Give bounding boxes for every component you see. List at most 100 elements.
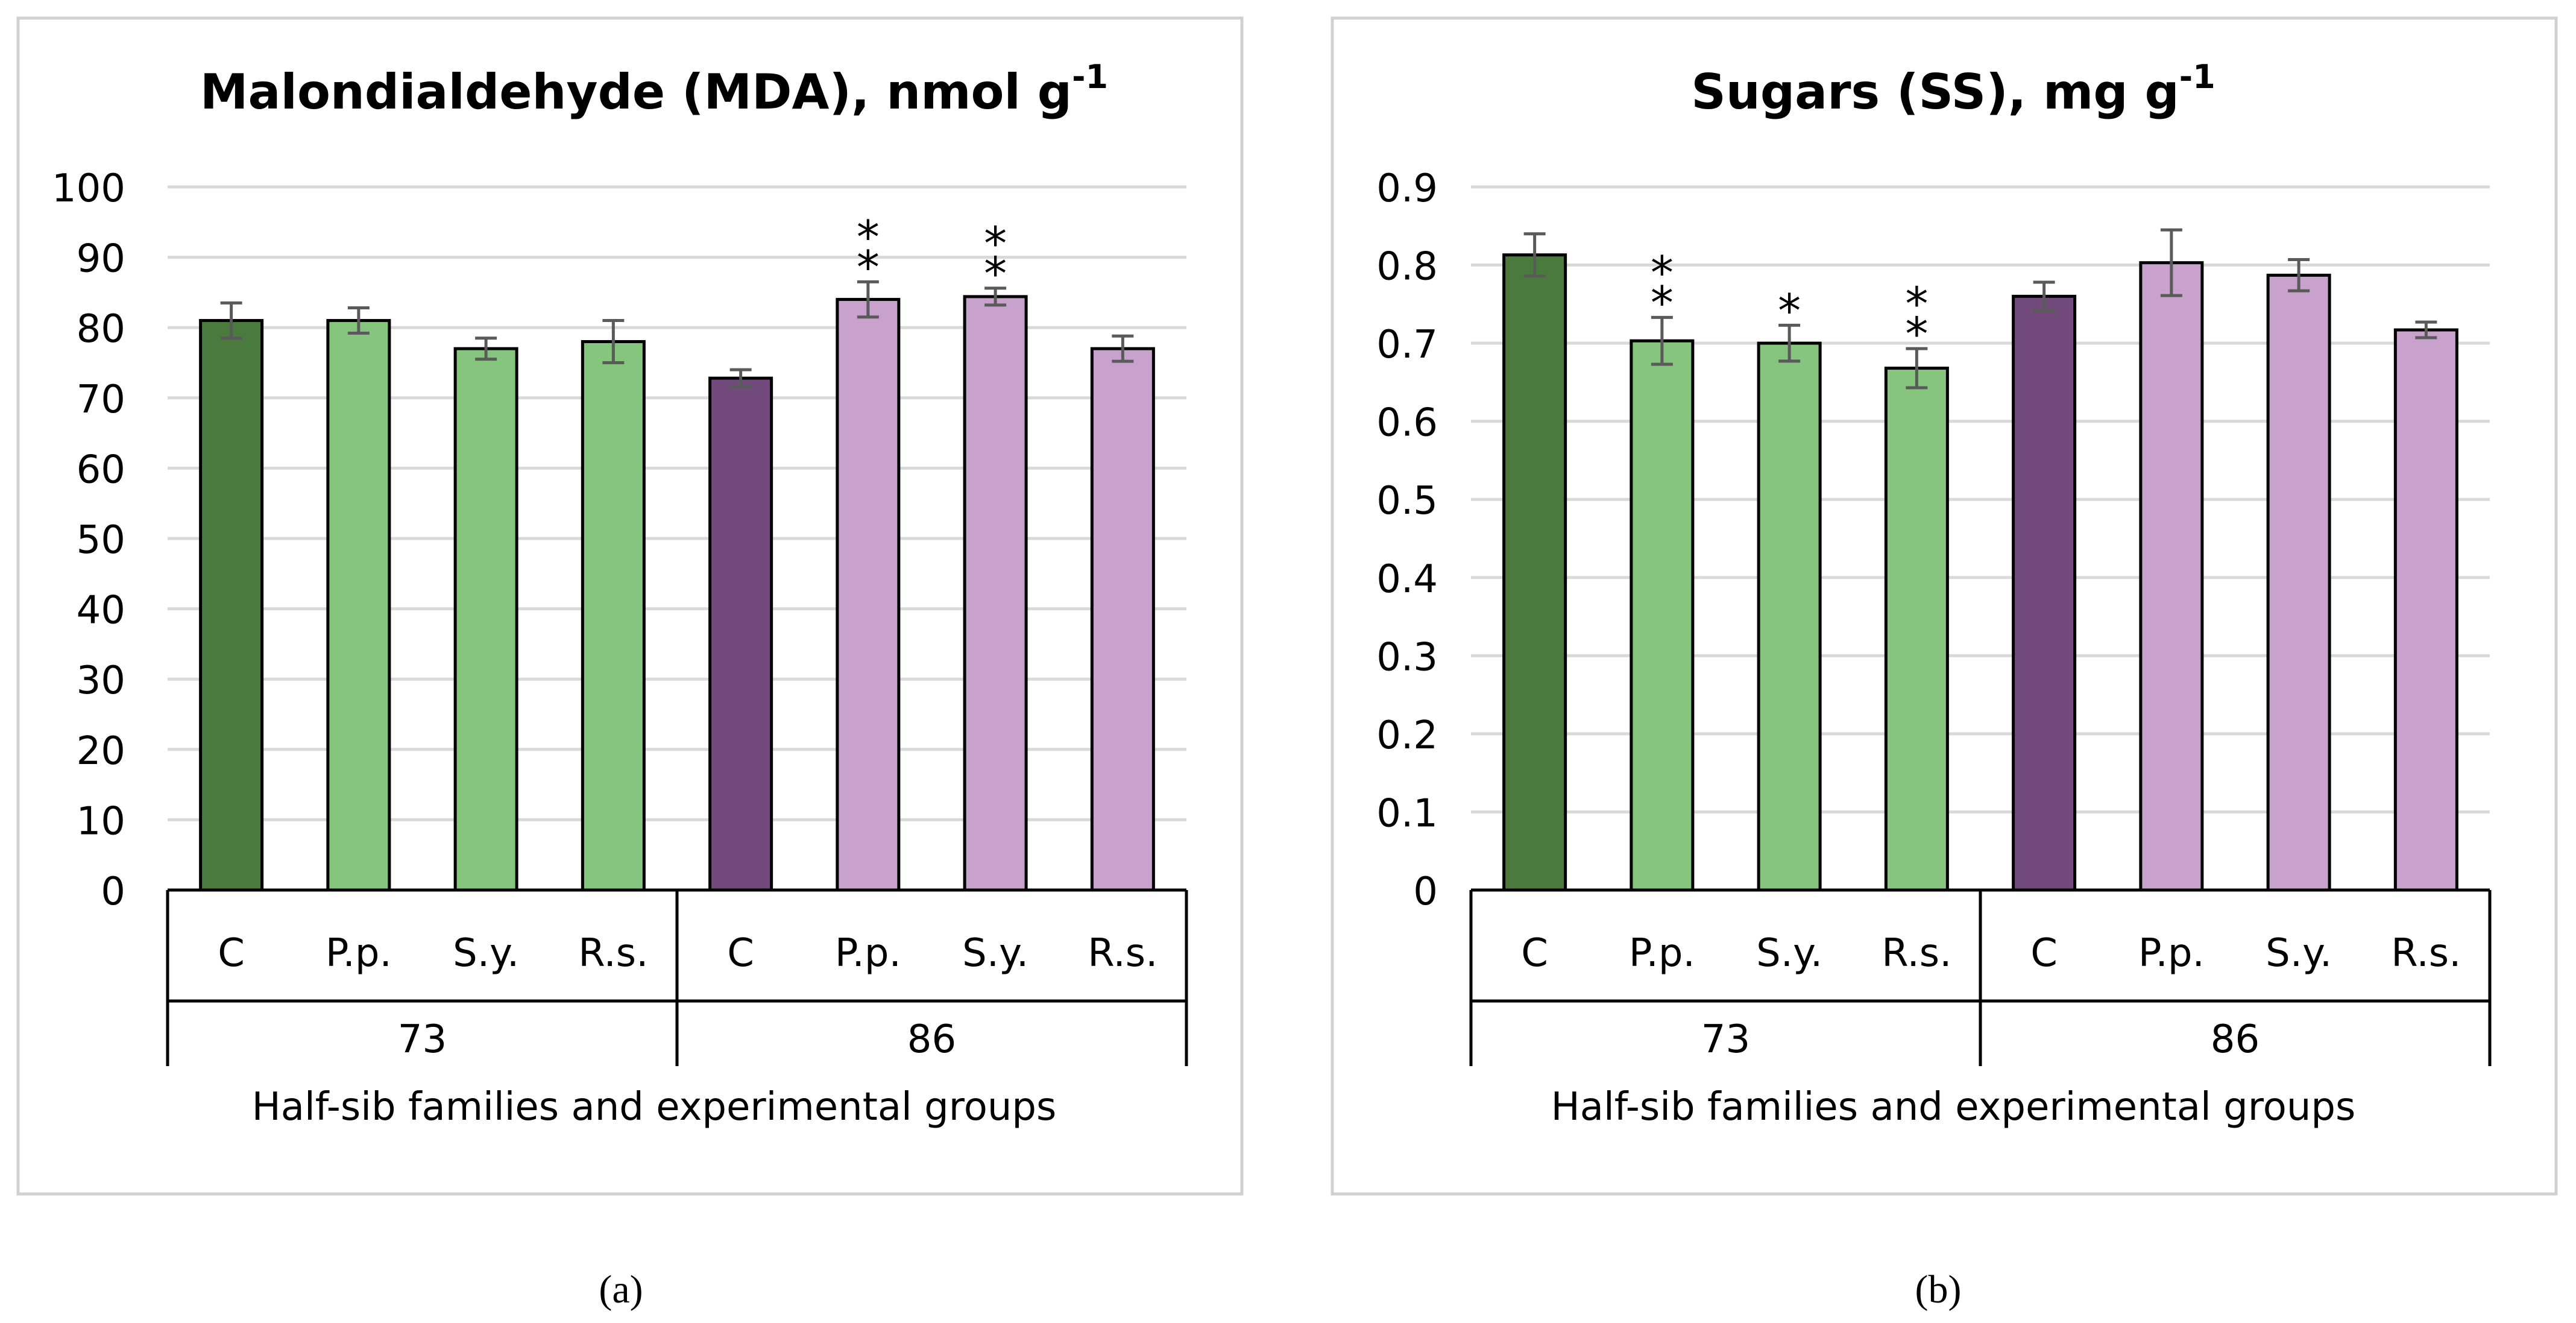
- significance-star: *: [984, 247, 1007, 300]
- bar: [453, 347, 518, 892]
- y-tick-label: 30: [77, 658, 125, 703]
- x-category-label: R.s.: [2391, 931, 2461, 976]
- bar: [708, 376, 773, 892]
- x-category-label: R.s.: [578, 931, 648, 976]
- bar: [581, 340, 646, 892]
- x-axis-title: Half-sib families and experimental group…: [1551, 1085, 2356, 1129]
- error-bar: [1523, 232, 1546, 278]
- x-category-label: P.p.: [1629, 931, 1695, 976]
- x-category-label: S.y.: [962, 931, 1028, 976]
- significance-star: *: [1905, 277, 1928, 330]
- y-tick-label: 90: [77, 237, 125, 282]
- panel-label: (a): [599, 1268, 643, 1312]
- error-bar: [984, 286, 1007, 307]
- error-bar: [1906, 347, 1928, 390]
- error-bar: [2415, 320, 2437, 339]
- bar: [1757, 341, 1822, 892]
- x-category-label: C: [1521, 931, 1548, 976]
- y-tick-label: 70: [77, 377, 125, 422]
- significance-star: *: [984, 216, 1007, 270]
- bar: [1884, 367, 1949, 892]
- bar: [1090, 347, 1155, 892]
- chart-title-superscript: -1: [1072, 58, 1108, 96]
- y-tick-label: 0.4: [1376, 557, 1438, 602]
- chart-title-superscript: -1: [2179, 58, 2215, 96]
- significance-marker: *: [1778, 283, 1801, 337]
- y-tick-label: 0.1: [1376, 791, 1438, 836]
- bar: [2266, 273, 2331, 892]
- significance-marker: * *: [1905, 277, 1928, 361]
- significance-star: *: [1651, 276, 1674, 329]
- error-bar: [1112, 334, 1134, 363]
- y-tick-label: 10: [77, 799, 125, 844]
- y-tick-label: 0.8: [1376, 245, 1438, 289]
- x-category-label: P.p.: [326, 931, 392, 976]
- error-bar: [475, 336, 497, 361]
- x-category-label: S.y.: [1756, 931, 1822, 976]
- y-tick-label: 60: [77, 447, 125, 492]
- x-family-label: 73: [1701, 1017, 1750, 1062]
- y-tick-label: 20: [77, 729, 125, 774]
- x-category-label: S.y.: [2266, 931, 2332, 976]
- y-tick-label: 100: [52, 166, 125, 211]
- significance-star: *: [857, 240, 880, 294]
- significance-marker: * *: [857, 210, 880, 294]
- bar: [2012, 294, 2077, 892]
- y-tick-label: 0.7: [1376, 323, 1438, 367]
- bar: [1502, 253, 1567, 892]
- significance-marker: * *: [1651, 245, 1674, 329]
- bar: [1630, 339, 1695, 892]
- x-family-label: 73: [398, 1017, 447, 1062]
- error-bar: [347, 306, 370, 335]
- panel-label: (b): [1915, 1268, 1962, 1312]
- x-family-label: 86: [2211, 1017, 2260, 1062]
- y-tick-label: 0.5: [1376, 479, 1438, 523]
- error-bar: [1651, 315, 1673, 366]
- y-tick-label: 0.3: [1376, 635, 1438, 680]
- x-category-label: C: [2030, 931, 2058, 976]
- y-tick-label: 0: [1413, 870, 1438, 914]
- chart-title-text: Sugars (SS), mg g: [1691, 64, 2179, 120]
- chart-panel-a: Malondialdehyde (MDA), nmol g-1 0 10 20 30 40…: [16, 16, 1244, 1196]
- x-category-label: R.s.: [1882, 931, 1951, 976]
- y-tick-label: 0.2: [1376, 713, 1438, 758]
- x-category-label: P.p.: [2138, 931, 2205, 976]
- y-tick-label: 0: [101, 870, 125, 914]
- x-axis-title: Half-sib families and experimental group…: [252, 1085, 1057, 1129]
- x-category-label: C: [727, 931, 754, 976]
- y-tick-label: 50: [77, 518, 125, 563]
- x-category-label: C: [218, 931, 245, 976]
- error-bar: [602, 319, 625, 364]
- bar: [963, 295, 1028, 892]
- bar: [199, 319, 264, 892]
- error-bar: [2288, 257, 2310, 292]
- significance-star: *: [857, 210, 880, 264]
- significance-star: *: [1651, 245, 1674, 299]
- chart-title-text: Malondialdehyde (MDA), nmol g: [200, 64, 1072, 120]
- x-category-label: S.y.: [453, 931, 519, 976]
- x-category-label: P.p.: [835, 931, 901, 976]
- significance-marker: * *: [984, 216, 1007, 300]
- error-bar: [1778, 323, 1801, 363]
- y-tick-label: 40: [77, 589, 125, 633]
- error-bar: [2160, 228, 2182, 297]
- error-bar: [857, 280, 879, 319]
- chart-title: Sugars (SS), mg g-1: [1691, 58, 2215, 120]
- significance-star: *: [1778, 283, 1801, 337]
- bar: [836, 298, 901, 892]
- error-bar: [729, 368, 752, 388]
- significance-star: *: [1905, 307, 1928, 361]
- y-tick-label: 80: [77, 307, 125, 352]
- bar: [2139, 261, 2204, 892]
- x-family-label: 86: [907, 1017, 956, 1062]
- x-category-label: R.s.: [1088, 931, 1157, 976]
- error-bar: [2033, 280, 2055, 312]
- error-bar: [220, 301, 242, 340]
- chart-title: Malondialdehyde (MDA), nmol g-1: [200, 58, 1108, 120]
- y-tick-label: 0.9: [1376, 166, 1438, 211]
- y-tick-label: 0.6: [1376, 401, 1438, 446]
- bar: [326, 319, 391, 892]
- bar: [2393, 328, 2458, 892]
- chart-panel-b: Sugars (SS), mg g-1 0 0.1 0.2 0.3 0.4 0.5 0.6 0.…: [1331, 16, 2558, 1196]
